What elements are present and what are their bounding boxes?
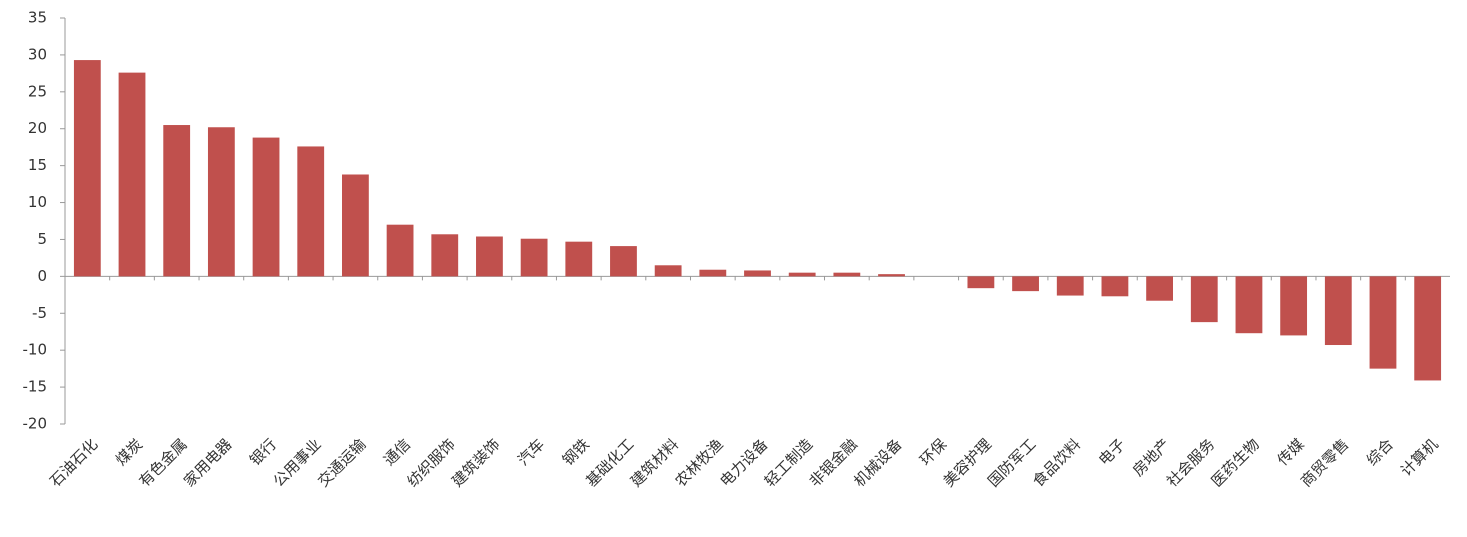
y-tick-label: 15 xyxy=(28,156,47,174)
x-tick-label: 家用电器 xyxy=(180,435,235,490)
bar xyxy=(967,276,995,289)
x-tick-label: 建筑材料 xyxy=(627,435,682,490)
bar xyxy=(297,146,325,277)
x-tick-label: 医药生物 xyxy=(1208,435,1263,490)
x-tick-label: 轻工制造 xyxy=(761,435,816,490)
y-tick-label: 5 xyxy=(37,230,47,248)
x-tick-label: 煤炭 xyxy=(112,435,146,469)
x-tick-label: 电力设备 xyxy=(716,435,771,490)
bar xyxy=(1324,276,1352,346)
y-tick-label: 25 xyxy=(28,82,47,100)
x-tick-label: 商贸零售 xyxy=(1297,435,1352,490)
x-tick-label: 基础化工 xyxy=(582,435,637,490)
y-tick-label: -20 xyxy=(23,415,48,433)
y-tick-label: -5 xyxy=(32,304,47,322)
y-tick-label: -15 xyxy=(23,378,48,396)
bar xyxy=(610,246,637,277)
bar xyxy=(1414,276,1442,381)
bar xyxy=(1101,276,1129,297)
bar xyxy=(565,241,593,277)
x-tick-label: 农林牧渔 xyxy=(672,435,727,490)
bar xyxy=(1190,276,1218,323)
y-tick-label: 30 xyxy=(28,45,47,63)
y-tick-label: 20 xyxy=(28,119,47,137)
y-tick-label: -10 xyxy=(23,341,48,359)
bar xyxy=(163,125,191,277)
bar xyxy=(788,272,816,277)
bar xyxy=(342,174,369,277)
x-tick-label: 钢铁 xyxy=(559,435,593,469)
bar xyxy=(73,60,101,277)
x-tick-label: 有色金属 xyxy=(136,435,191,490)
x-tick-label: 纺织服饰 xyxy=(404,435,459,490)
x-tick-label: 美容护理 xyxy=(940,435,995,490)
bar xyxy=(520,238,548,277)
bar xyxy=(386,224,414,277)
x-tick-label: 机械设备 xyxy=(850,435,905,490)
x-tick-label: 传媒 xyxy=(1274,435,1308,469)
bar xyxy=(1235,276,1263,334)
x-tick-label: 公用事业 xyxy=(270,435,325,490)
x-tick-label: 建筑装饰 xyxy=(448,435,503,490)
bar xyxy=(118,72,146,277)
x-tick-label: 电子 xyxy=(1095,435,1129,469)
x-tick-label: 通信 xyxy=(380,435,414,469)
bar xyxy=(1012,276,1039,292)
bar xyxy=(252,137,280,277)
x-tick-label: 综合 xyxy=(1363,435,1397,469)
x-tick-label: 石油石化 xyxy=(46,435,101,490)
bar xyxy=(1146,276,1173,301)
bar xyxy=(744,270,771,277)
bar xyxy=(833,272,861,277)
bar xyxy=(878,274,905,277)
bar xyxy=(207,127,235,277)
bar xyxy=(431,234,459,277)
y-tick-label: 0 xyxy=(37,267,47,285)
x-tick-label: 交通运输 xyxy=(314,435,369,490)
x-tick-label: 汽车 xyxy=(514,435,548,469)
bar xyxy=(1056,276,1084,296)
bar xyxy=(1369,276,1397,369)
bar xyxy=(1280,276,1308,336)
x-tick-label: 银行 xyxy=(246,435,280,469)
x-tick-label: 社会服务 xyxy=(1163,435,1218,490)
x-tick-label: 国防军工 xyxy=(984,435,1039,490)
y-tick-label: 35 xyxy=(28,9,47,27)
bar xyxy=(699,269,727,277)
y-tick-label: 10 xyxy=(28,193,47,211)
x-tick-label: 环保 xyxy=(916,435,950,469)
bar xyxy=(654,265,682,277)
bar xyxy=(476,236,503,277)
x-tick-label: 食品饮料 xyxy=(1029,435,1084,490)
x-tick-label: 计算机 xyxy=(1397,435,1442,480)
x-tick-label: 非银金融 xyxy=(806,435,861,490)
